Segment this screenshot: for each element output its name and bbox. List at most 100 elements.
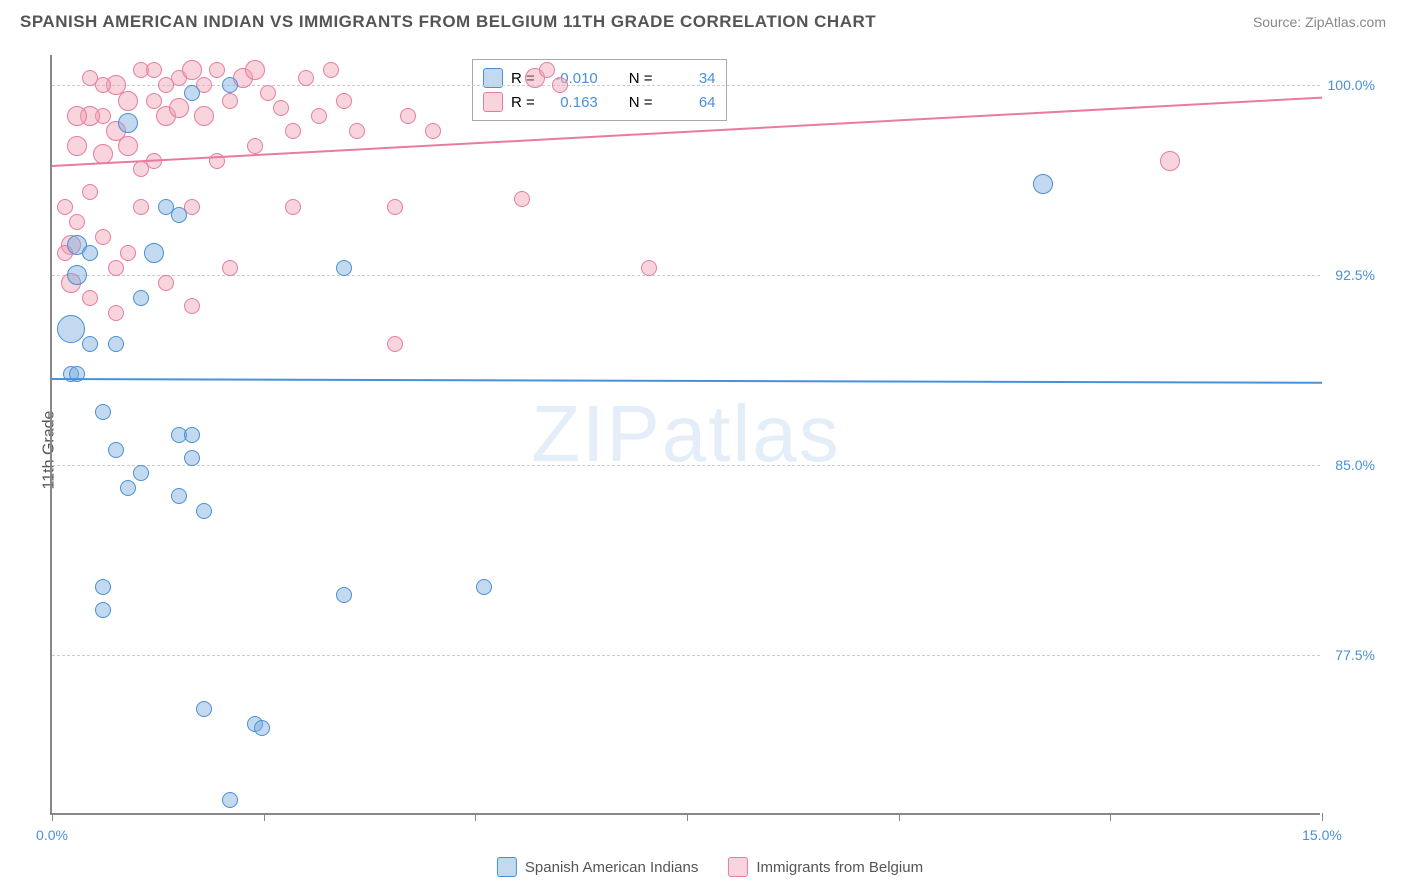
x-tick — [1322, 813, 1323, 821]
data-point-pink — [57, 199, 73, 215]
data-point-pink — [273, 100, 289, 116]
data-point-pink — [146, 93, 162, 109]
data-point-pink — [95, 229, 111, 245]
data-point-blue — [171, 207, 187, 223]
source-label: Source: ZipAtlas.com — [1253, 14, 1386, 30]
data-point-pink — [67, 106, 87, 126]
data-point-blue — [184, 427, 200, 443]
gridline — [52, 655, 1320, 656]
swatch-blue — [497, 857, 517, 877]
y-tick-label: 85.0% — [1325, 457, 1375, 473]
data-point-blue — [254, 720, 270, 736]
data-point-pink — [93, 144, 113, 164]
data-point-pink — [425, 123, 441, 139]
r-value-pink: 0.163 — [543, 94, 598, 111]
stats-row-blue: R = -0.010 N = 34 — [483, 66, 716, 90]
stats-row-pink: R = 0.163 N = 64 — [483, 90, 716, 114]
swatch-pink — [728, 857, 748, 877]
data-point-pink — [222, 260, 238, 276]
data-point-blue — [1033, 174, 1053, 194]
data-point-blue — [95, 404, 111, 420]
data-point-pink — [108, 260, 124, 276]
data-point-pink — [641, 260, 657, 276]
data-point-pink — [222, 93, 238, 109]
data-point-pink — [209, 62, 225, 78]
data-point-pink — [323, 62, 339, 78]
legend-item-pink: Immigrants from Belgium — [728, 857, 923, 877]
data-point-pink — [182, 60, 202, 80]
data-point-blue — [222, 792, 238, 808]
y-tick-label: 77.5% — [1325, 647, 1375, 663]
n-value-blue: 34 — [661, 70, 716, 87]
x-tick — [1110, 813, 1111, 821]
data-point-pink — [118, 136, 138, 156]
data-point-blue — [57, 315, 85, 343]
data-point-pink — [539, 62, 555, 78]
data-point-blue — [144, 243, 164, 263]
legend-label-blue: Spanish American Indians — [525, 859, 698, 876]
data-point-blue — [133, 290, 149, 306]
data-point-pink — [1160, 151, 1180, 171]
data-point-pink — [158, 77, 174, 93]
data-point-pink — [194, 106, 214, 126]
data-point-blue — [108, 442, 124, 458]
data-point-pink — [67, 136, 87, 156]
x-tick — [475, 813, 476, 821]
data-point-pink — [133, 199, 149, 215]
data-point-pink — [146, 62, 162, 78]
data-point-pink — [552, 77, 568, 93]
data-point-blue — [95, 579, 111, 595]
data-point-blue — [222, 77, 238, 93]
data-point-blue — [82, 336, 98, 352]
data-point-pink — [285, 199, 301, 215]
n-value-pink: 64 — [661, 94, 716, 111]
data-point-blue — [336, 587, 352, 603]
data-point-pink — [184, 298, 200, 314]
data-point-blue — [67, 265, 87, 285]
data-point-blue — [120, 480, 136, 496]
r-label: R = — [511, 94, 535, 111]
data-point-pink — [82, 290, 98, 306]
x-tick — [899, 813, 900, 821]
data-point-pink — [514, 191, 530, 207]
gridline — [52, 465, 1320, 466]
series-legend: Spanish American Indians Immigrants from… — [497, 857, 923, 877]
data-point-blue — [118, 113, 138, 133]
data-point-blue — [171, 488, 187, 504]
x-max-label: 15.0% — [1302, 827, 1342, 843]
data-point-blue — [108, 336, 124, 352]
data-point-blue — [133, 465, 149, 481]
x-tick — [687, 813, 688, 821]
data-point-pink — [285, 123, 301, 139]
data-point-pink — [387, 336, 403, 352]
data-point-pink — [387, 199, 403, 215]
gridline — [52, 275, 1320, 276]
data-point-pink — [260, 85, 276, 101]
y-tick-label: 100.0% — [1325, 77, 1375, 93]
data-point-blue — [184, 450, 200, 466]
header: SPANISH AMERICAN INDIAN VS IMMIGRANTS FR… — [0, 0, 1406, 40]
trend-line-blue — [52, 378, 1322, 384]
data-point-pink — [95, 77, 111, 93]
data-point-blue — [336, 260, 352, 276]
chart-container: 11th Grade ZIPatlas R = -0.010 N = 34 R … — [50, 55, 1370, 845]
n-label: N = — [629, 94, 653, 111]
data-point-pink — [400, 108, 416, 124]
data-point-blue — [196, 503, 212, 519]
data-point-pink — [108, 305, 124, 321]
data-point-pink — [158, 275, 174, 291]
data-point-pink — [118, 91, 138, 111]
data-point-pink — [133, 161, 149, 177]
data-point-blue — [95, 602, 111, 618]
data-point-blue — [476, 579, 492, 595]
data-point-pink — [169, 98, 189, 118]
data-point-blue — [184, 85, 200, 101]
x-tick — [52, 813, 53, 821]
legend-item-blue: Spanish American Indians — [497, 857, 698, 877]
y-tick-label: 92.5% — [1325, 267, 1375, 283]
data-point-blue — [82, 245, 98, 261]
data-point-pink — [245, 60, 265, 80]
stats-legend: R = -0.010 N = 34 R = 0.163 N = 64 — [472, 59, 727, 121]
swatch-pink — [483, 92, 503, 112]
data-point-pink — [311, 108, 327, 124]
